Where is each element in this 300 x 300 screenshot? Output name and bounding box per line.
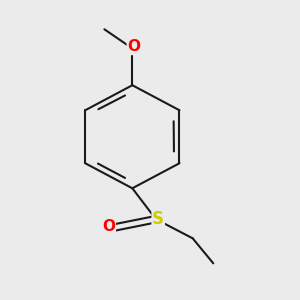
Text: O: O: [102, 219, 115, 234]
Text: S: S: [152, 210, 164, 228]
Text: O: O: [127, 39, 140, 54]
